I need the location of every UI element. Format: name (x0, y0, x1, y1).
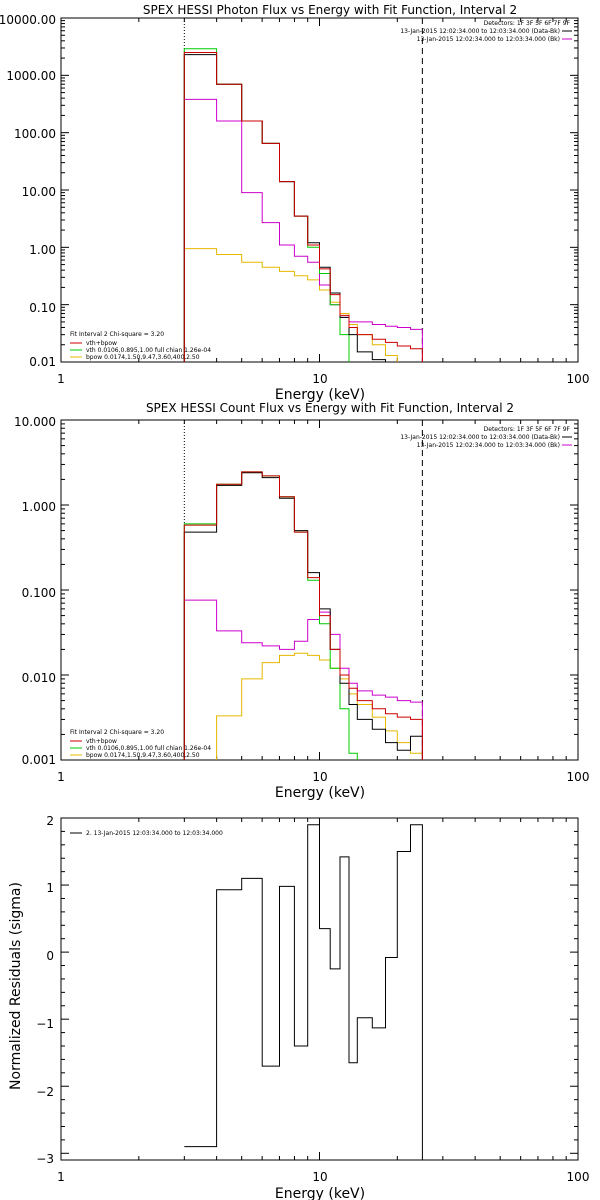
series-total (183, 52, 423, 362)
plot-panel-1 (60, 17, 579, 363)
ytick-label: 1.00 (29, 243, 56, 257)
legend-detectors: Detectors: 1F 3F 5F 6F 7F 9F (484, 20, 571, 27)
plot-frame (60, 17, 579, 363)
legend-entry-bpow: bpow 0.0174,1.50,9.47,3.60,400,2.50 (86, 752, 200, 759)
y-axis-label: Normalized Residuals (sigma) (8, 882, 24, 1090)
ytick-labels: 0.001 0.010 0.100 1.000 10.000 (14, 415, 56, 767)
series-group (183, 471, 423, 760)
ytick-label: 0 (46, 949, 54, 963)
ytick-label: 10000.00 (0, 13, 56, 27)
xtick-labels: 1 10 100 (57, 372, 589, 386)
legend-top: Detectors: 1F 3F 5F 6F 7F 9F 13-Jan-2015… (400, 20, 572, 43)
legend-entry-background: 13-Jan-2015 12:02:34.000 to 12:03:34.000… (417, 36, 560, 43)
plot-panel-3 (60, 817, 579, 1161)
ytick-label: −3 (36, 1152, 54, 1166)
ytick-label: 0.100 (22, 586, 56, 600)
series-group (184, 824, 423, 1160)
legend-entry-total: vth+bpow (86, 340, 117, 347)
legend: 2. 13-Jan-2015 12:03:34.000 to 12:03:34.… (70, 830, 223, 837)
plot-layer (60, 17, 579, 1161)
ytick-label: 1000.00 (6, 69, 56, 83)
legend-detectors: Detectors: 1F 3F 5F 6F 7F 9F (484, 426, 571, 433)
xtick-label: 1 (57, 372, 65, 386)
xtick-label: 100 (567, 372, 590, 386)
xtick-label: 1 (57, 1170, 65, 1184)
ytick-label: 0.001 (22, 753, 56, 767)
chart-title: SPEX HESSI Photon Flux vs Energy with Fi… (143, 3, 517, 17)
ytick-label: 0.010 (22, 671, 56, 685)
chart-title: SPEX HESSI Count Flux vs Energy with Fit… (146, 401, 514, 415)
xtick-label: 1 (57, 770, 65, 784)
xtick-labels: 1 10 100 (57, 770, 589, 784)
ytick-label: 0.10 (29, 301, 56, 315)
series-bpow (183, 652, 423, 760)
legend-top: Detectors: 1F 3F 5F 6F 7F 9F 13-Jan-2015… (400, 426, 572, 449)
series-bpow (183, 248, 423, 362)
legend-fit: Fit Interval 2 Chi-square = 3.20 vth+bpo… (70, 331, 211, 361)
x-axis-label: Energy (keV) (275, 785, 365, 801)
legend-entry-total: vth+bpow (86, 738, 117, 745)
series-vth (183, 48, 423, 362)
xtick-label: 10 (312, 770, 327, 784)
legend-entry-background: 13-Jan-2015 12:02:34.000 to 12:03:34.000… (417, 442, 560, 449)
ytick-label: −1 (36, 1017, 54, 1031)
series-data (183, 472, 423, 760)
series-background (183, 98, 423, 362)
xtick-label: 100 (567, 1170, 590, 1184)
ytick-label: 10.00 (22, 185, 56, 199)
plot-panel-2 (60, 419, 579, 761)
panel-residuals: −3 −2 −1 0 1 2 1 10 100 Energy (keV) Nor… (8, 814, 589, 1200)
legend-fit-header: Fit Interval 2 Chi-square = 3.20 (70, 331, 164, 338)
series-data (184, 824, 423, 1160)
legend-entry-bpow: bpow 0.0174,1.50,9.47,3.60,400,2.50 (86, 354, 200, 361)
legend-entry-vth: vth 0.0106,0.895,1.00 full chian 1.26e-0… (86, 347, 211, 354)
ytick-label: 1 (46, 881, 54, 895)
x-axis-label: Energy (keV) (275, 387, 365, 403)
ytick-labels: 0.01 0.10 1.00 10.00 100.00 1000.00 1000… (0, 13, 56, 369)
ytick-label: 0.01 (29, 355, 56, 369)
legend-entry-data: 13-Jan-2015 12:02:34.000 to 12:03:34.000… (400, 434, 560, 441)
series-group (183, 48, 423, 362)
legend-fit-header: Fit Interval 2 Chi-square = 3.20 (70, 729, 164, 736)
xtick-labels: 1 10 100 (57, 1170, 589, 1184)
xtick-label: 10 (312, 1170, 327, 1184)
series-vth (183, 471, 423, 760)
x-axis-label: Energy (keV) (275, 1186, 365, 1200)
ytick-label: 100.00 (14, 127, 56, 141)
legend-entry-data: 13-Jan-2015 12:02:34.000 to 12:03:34.000… (400, 28, 560, 35)
legend-entry-vth: vth 0.0106,0.895,1.00 full chian 1.26e-0… (86, 745, 211, 752)
ytick-label: −2 (36, 1085, 54, 1099)
xtick-label: 100 (567, 770, 590, 784)
legend-entry: 2. 13-Jan-2015 12:03:34.000 to 12:03:34.… (86, 830, 223, 837)
ytick-label: 1.000 (22, 500, 56, 514)
ytick-labels: −3 −2 −1 0 1 2 (36, 814, 54, 1166)
series-background (183, 599, 423, 760)
legend-fit: Fit Interval 2 Chi-square = 3.20 vth+bpo… (70, 729, 211, 759)
panel-count-flux: SPEX HESSI Count Flux vs Energy with Fit… (14, 401, 589, 801)
xtick-label: 10 (312, 372, 327, 386)
series-data (183, 54, 423, 362)
series-total (183, 471, 423, 760)
panel-photon-flux: SPEX HESSI Photon Flux vs Energy with Fi… (0, 3, 589, 403)
ytick-label: 10.000 (14, 415, 56, 429)
ytick-label: 2 (46, 814, 54, 828)
